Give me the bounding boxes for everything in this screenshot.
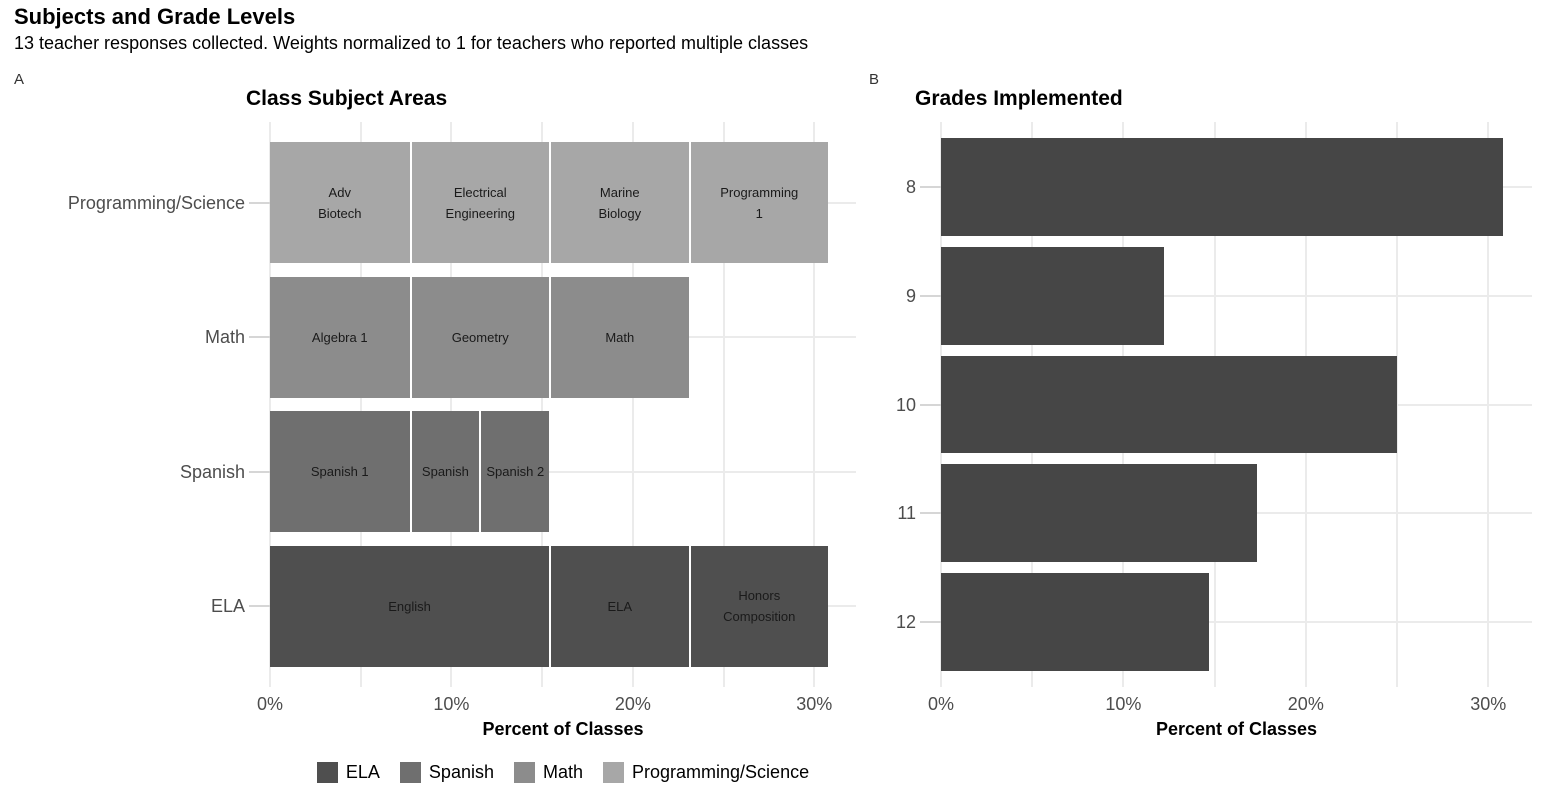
bar-label: ELA [607,598,633,614]
class-subject-areas-plot: Programming/Science Adv Biotech Electrical E… [68,122,856,714]
y-axis-tick [920,620,941,623]
bar-label: Biology [598,205,642,221]
bar-label: 1 [755,205,763,221]
bar-label: Spanish 2 [486,464,545,480]
panel-a-tag: A [14,71,25,88]
bar-label: Math [605,329,635,345]
vertical-gridline [722,122,725,687]
legend: ELA Spanish Math Programming/Science [270,762,856,783]
bar [941,138,1503,237]
x-tick-label: 0% [927,694,954,714]
bar-segment: Spanish [409,411,480,533]
y-axis-tick [249,470,270,473]
legend-label: Math [542,762,584,782]
legend-item: Programming/Science [603,762,809,783]
bar-segment: ELA [549,545,689,667]
bar-segment: Math [549,276,689,398]
grades-implemented-plot: 8 9 10 11 12 0% 10% 20% 30% [896,122,1532,714]
figure-title: Subjects and Grade Levels [14,4,296,29]
bar-label: Engineering [445,205,515,221]
legend-item: ELA [316,762,380,783]
x-tick-label: 20% [614,694,651,714]
bar-label: Spanish [421,464,469,480]
category-label: 10 [895,394,916,415]
category-label: 9 [905,285,916,306]
y-axis-tick [920,294,941,297]
bar-label: Composition [723,609,796,625]
bar [941,355,1398,454]
bar-segment: Geometry [409,276,549,398]
bar-label: Algebra 1 [311,329,368,345]
bar-segment: Marine Biology [549,142,689,264]
category-label: 12 [895,611,916,632]
bar-label: Adv [328,184,351,200]
bar-segment: Spanish 1 [270,411,410,533]
legend-swatch [513,762,535,783]
legend-label: Programming/Science [632,762,810,782]
horizontal-gridline [270,470,856,473]
vertical-gridline [269,122,271,687]
vertical-gridline [813,122,816,687]
category-label: Math [204,327,245,348]
vertical-gridline [450,122,453,687]
panel-a-title: Class Subject Areas [246,87,448,110]
bar-label: Honors [738,588,781,604]
category-label: 8 [905,177,916,198]
y-axis-tick [920,403,941,406]
x-tick-label: 30% [1470,694,1507,714]
x-tick-label: 30% [796,694,833,714]
legend-label: Spanish [428,762,494,782]
y-axis-tick [249,336,270,339]
category-label: 11 [897,503,916,524]
bar-label: Geometry [451,329,509,345]
legend-item: Math [513,762,584,783]
x-tick-label: 10% [433,694,470,714]
vertical-gridline [631,122,634,687]
y-axis-tick [920,186,941,189]
x-tick-label: 0% [256,694,283,714]
bar-label: Spanish 1 [310,464,369,480]
category-label: ELA [210,596,245,617]
bar-label: Electrical [453,184,507,200]
bar-segment: Electrical Engineering [409,142,549,264]
horizontal-gridline [941,620,1532,623]
panel-b-title: Grades Implemented [915,87,1123,110]
bar [941,464,1257,563]
legend-label: ELA [345,762,380,782]
legend-swatch [399,762,421,783]
horizontal-gridline [941,294,1532,297]
bar-segment: Programming 1 [688,142,829,264]
y-axis-tick [249,201,270,204]
x-tick-label: 20% [1287,694,1324,714]
bar-segment: Spanish 2 [479,411,550,533]
bar-label: Marine [599,184,640,200]
bar-segment: Adv Biotech [270,142,410,264]
legend-item: Spanish [399,762,494,783]
bar [941,246,1164,345]
figure-subtitle: 13 teacher responses collected. Weights … [14,33,809,53]
bar-label: Biotech [318,205,362,221]
y-axis-tick [920,512,941,515]
bar-segment: Algebra 1 [270,276,410,398]
panel-a-x-axis-title: Percent of Classes [482,719,644,739]
legend-swatch [316,762,338,783]
vertical-gridline [541,122,544,687]
bar-segment: Honors Composition [688,545,829,667]
y-axis-tick [249,605,270,608]
bar-segment: English [270,545,550,667]
panel-b-tag: B [869,71,880,88]
legend-swatch [603,762,625,783]
bar-label: English [388,598,431,614]
vertical-gridline [359,122,362,687]
panel-b-x-axis-title: Percent of Classes [1155,719,1318,739]
bar [941,572,1210,671]
category-label: Programming/Science [67,192,245,213]
x-tick-label: 10% [1105,694,1142,714]
bar-label: Programming [720,184,799,200]
category-label: Spanish [179,461,245,482]
